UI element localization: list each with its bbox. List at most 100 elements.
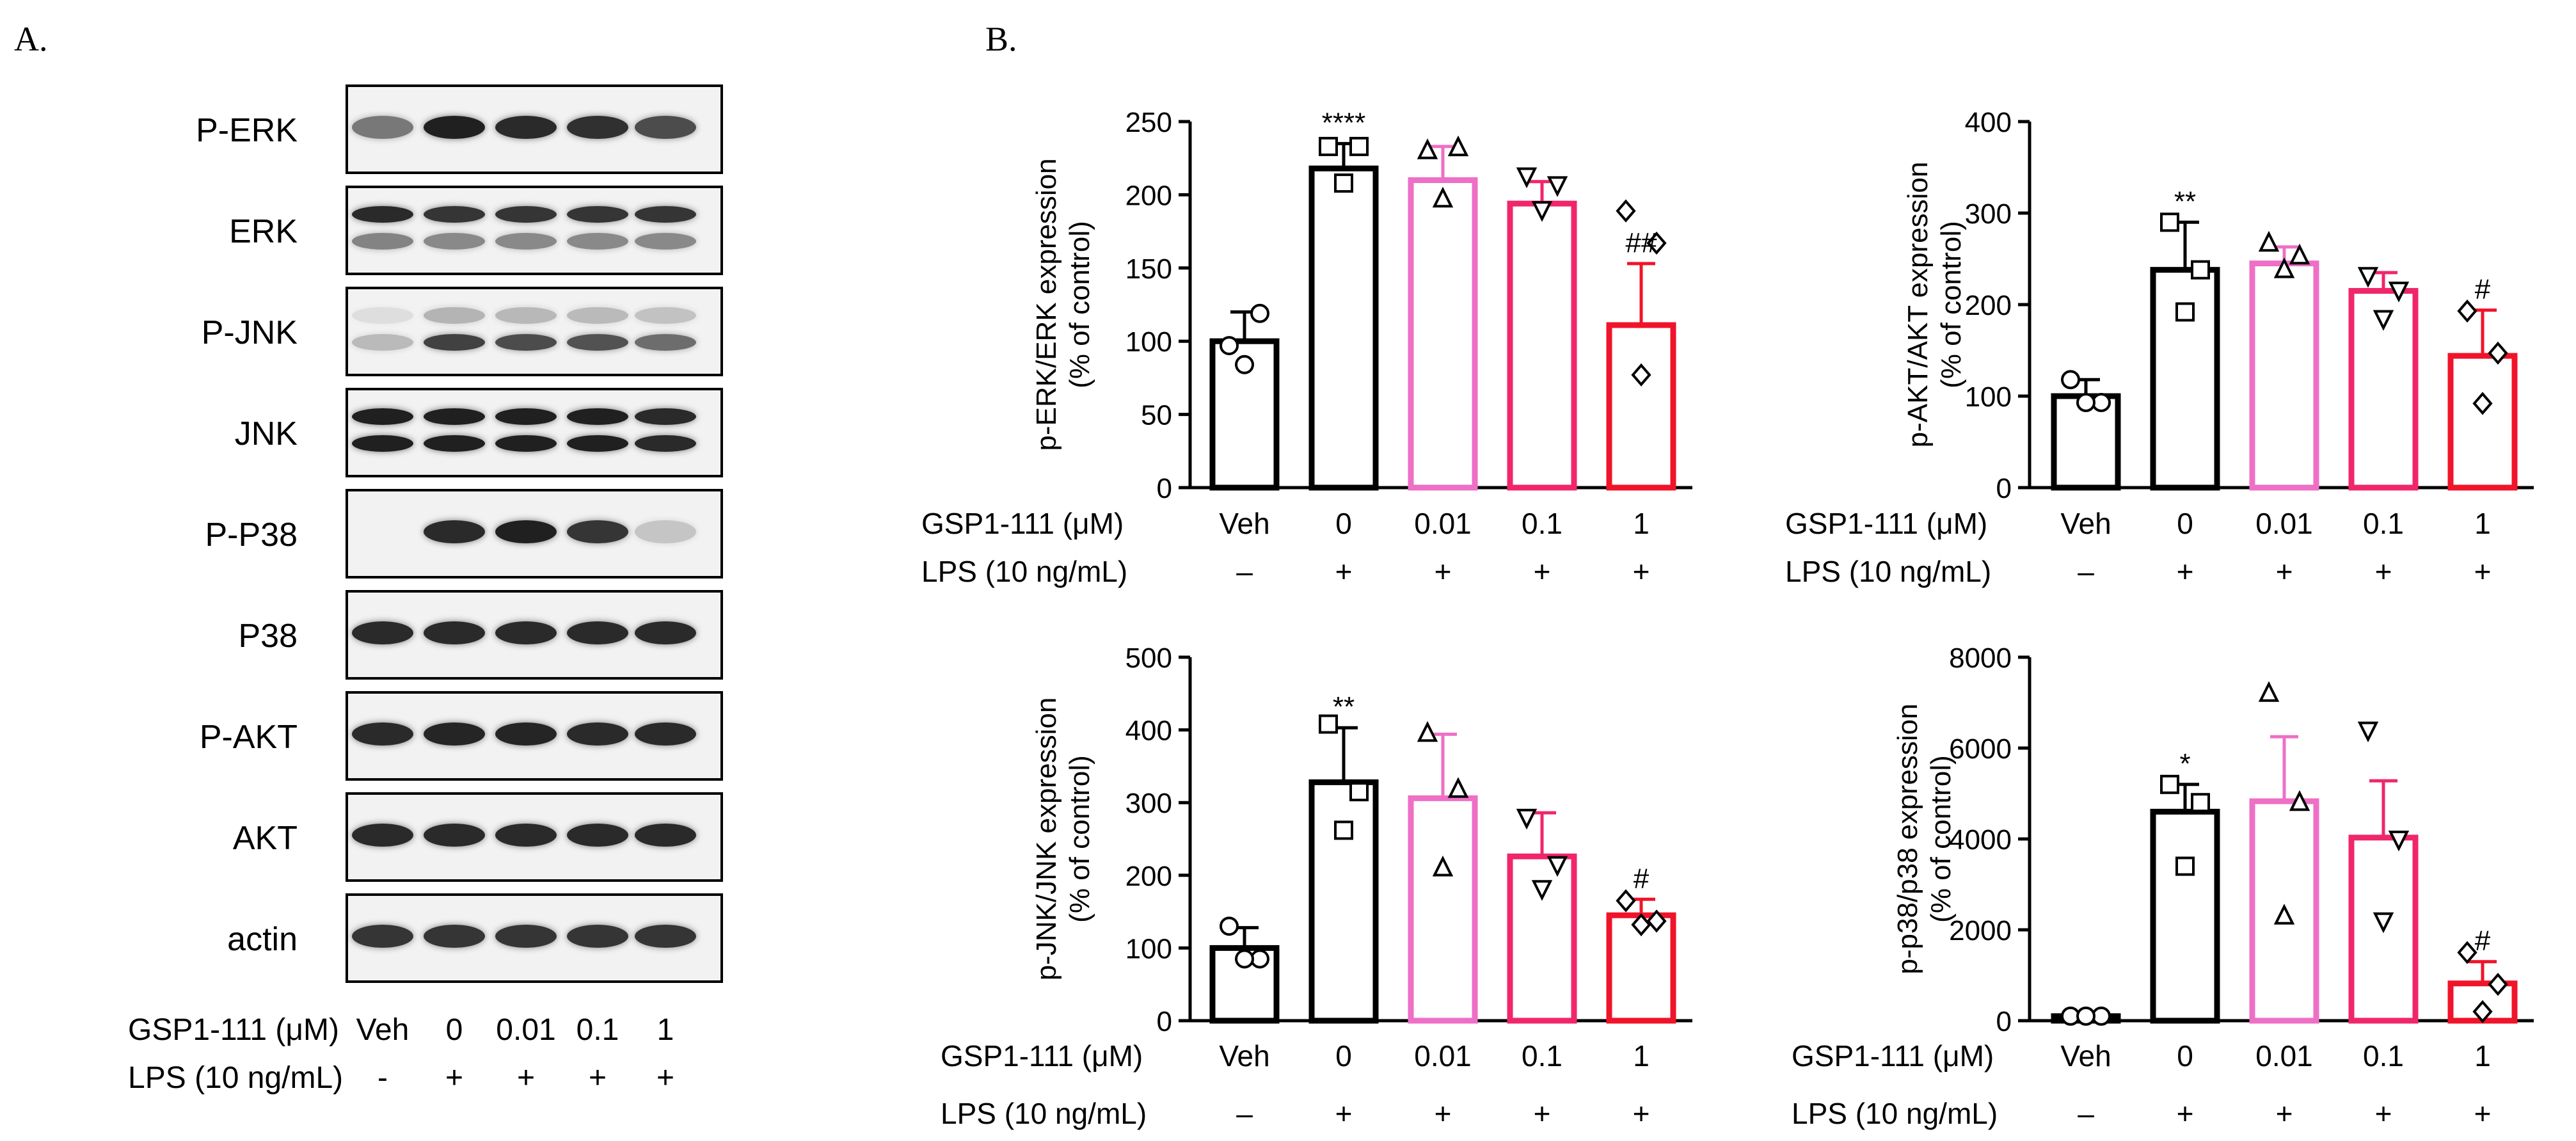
blot-band — [635, 520, 696, 544]
data-point — [2373, 310, 2394, 331]
blot-band — [352, 408, 413, 425]
lps-sign: + — [1633, 1097, 1650, 1130]
data-point — [2388, 282, 2410, 303]
significance-label: ** — [2174, 186, 2196, 217]
data-point — [1631, 363, 1651, 387]
lps-sign: + — [2474, 555, 2492, 588]
blot-band — [635, 307, 696, 324]
y-axis-label-unit: (% of control) — [1064, 221, 1095, 388]
category-label: 0.1 — [1522, 507, 1562, 540]
wb-lps-sign: - — [378, 1061, 388, 1095]
blot-band — [424, 435, 485, 452]
category-label: Veh — [2060, 1039, 2111, 1073]
data-point — [1531, 880, 1553, 901]
data-point — [2175, 856, 2195, 876]
data-point — [1646, 231, 1667, 255]
blot-label-jnk: JNK — [234, 415, 298, 452]
data-point — [2289, 790, 2310, 811]
data-point — [2191, 793, 2210, 813]
wb-dose-label: 0.01 — [496, 1013, 556, 1047]
data-point — [2488, 341, 2508, 365]
data-point — [2175, 302, 2195, 322]
bar — [1308, 165, 1379, 491]
lps-sign: + — [1534, 1097, 1551, 1130]
blot-label-p-erk: P-ERK — [196, 112, 298, 149]
blot-label-actin: actin — [227, 921, 298, 958]
y-tick-label: 200 — [1125, 861, 1172, 892]
y-tick-label: 500 — [1125, 642, 1172, 674]
wb-dose-label: 0.1 — [576, 1013, 619, 1047]
blot-band — [635, 824, 696, 847]
treatment-row-label: GSP1-111 (μM) — [1785, 507, 1987, 540]
lps-sign: + — [2276, 1097, 2293, 1130]
wb-lps-label: LPS (10 ng/mL) — [128, 1061, 344, 1095]
y-tick-label: 6000 — [1949, 733, 2012, 765]
treatment-row-label: GSP1-111 (μM) — [941, 1039, 1143, 1073]
y-axis-label: p-AKT/AKT expression — [1902, 162, 1934, 448]
lps-sign: + — [2375, 555, 2392, 588]
lps-sign: + — [1633, 555, 1650, 588]
data-point — [2160, 774, 2179, 794]
y-tick-label: 100 — [1965, 381, 2012, 413]
bar — [2249, 260, 2319, 491]
data-point — [1417, 138, 1438, 159]
blot-label-p38: P38 — [238, 618, 298, 655]
significance-label: # — [2475, 925, 2491, 957]
blot-band — [495, 520, 557, 544]
category-label: Veh — [2060, 507, 2111, 540]
lps-sign: – — [1236, 555, 1253, 588]
y-axis-label: p-ERK/ERK expression — [1031, 158, 1062, 451]
significance-label: # — [2475, 274, 2491, 305]
wb-lps-sign: + — [445, 1061, 464, 1095]
blot-band — [352, 116, 413, 140]
data-point — [2457, 941, 2477, 964]
blot-band — [424, 722, 485, 746]
significance-label: # — [1634, 863, 1650, 894]
lps-sign: + — [1335, 1097, 1353, 1130]
y-tick-label: 4000 — [1949, 824, 2012, 856]
lps-sign: + — [1435, 1097, 1452, 1130]
category-label: 1 — [1633, 1039, 1650, 1073]
y-axis-label: p-JNK/JNK expression — [1031, 698, 1062, 981]
lps-row-label: LPS (10 ng/mL) — [941, 1097, 1147, 1130]
category-label: 0.01 — [1414, 507, 1472, 540]
y-tick-label: 300 — [1965, 198, 2012, 230]
blot-band — [495, 621, 557, 645]
y-tick-label: 100 — [1125, 933, 1172, 964]
data-point — [1616, 889, 1636, 913]
blot-band — [567, 520, 628, 544]
bar — [1408, 795, 1478, 1024]
blot-band — [495, 722, 557, 746]
y-axis-label-unit: (% of control) — [1936, 221, 1967, 388]
lps-sign: + — [2177, 1097, 2194, 1130]
y-tick-label: 0 — [1996, 473, 2012, 504]
bar — [1606, 322, 1676, 491]
lps-sign: + — [1534, 555, 1551, 588]
bar — [1507, 200, 1577, 491]
category-label: 1 — [2474, 1039, 2491, 1073]
chart-3: 0 100 200 300 400 500 p-JNK/JNK expression (% o… — [941, 642, 1692, 1130]
data-point — [2457, 299, 2477, 323]
data-point — [2289, 243, 2310, 265]
wb-dose-label: Veh — [356, 1013, 409, 1047]
data-point — [1319, 714, 1338, 734]
blot-band — [635, 925, 696, 948]
category-label: 0 — [2177, 507, 2193, 540]
y-tick-label: 0 — [1157, 1006, 1172, 1037]
data-point — [1546, 176, 1568, 197]
blot-band — [495, 116, 557, 140]
data-point — [2061, 370, 2080, 390]
blot-band — [567, 232, 628, 250]
blot-band — [635, 116, 696, 140]
blot-band — [424, 205, 485, 223]
data-point — [2258, 230, 2280, 252]
data-point — [1432, 855, 1454, 877]
blot-band — [635, 408, 696, 425]
y-tick-label: 400 — [1125, 715, 1172, 747]
blot-band — [352, 621, 413, 645]
blot-band — [567, 621, 628, 645]
significance-label: ** — [1333, 691, 1355, 722]
data-point — [1447, 135, 1469, 157]
data-point — [2258, 681, 2280, 702]
